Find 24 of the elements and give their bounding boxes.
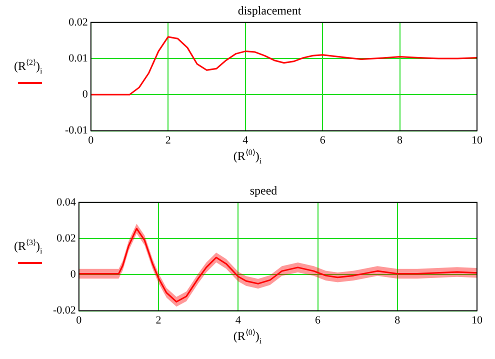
x-tick-label: 6 bbox=[320, 134, 326, 146]
y-axis-title: (R$^{⟨2⟩}$)$_{i}$ bbox=[14, 58, 42, 76]
chart-title: speed bbox=[250, 183, 278, 198]
y-tick-label: 0.01 bbox=[68, 52, 88, 64]
x-tick-label: 6 bbox=[315, 314, 322, 326]
y-tick-label: 0.02 bbox=[56, 232, 76, 244]
x-tick-label: 10 bbox=[472, 134, 483, 146]
x-tick-label: 8 bbox=[394, 314, 401, 326]
y-tick-label: 0 bbox=[82, 88, 88, 101]
y-tick-label: -0.02 bbox=[52, 304, 76, 317]
x-tick-label: 10 bbox=[472, 314, 483, 326]
x-tick-label: 2 bbox=[156, 314, 162, 326]
x-axis-title: (R$^{⟨0⟩}$)$_{i}$ bbox=[232, 148, 263, 166]
y-tick-label: 0.04 bbox=[56, 196, 76, 208]
x-tick-label: 2 bbox=[165, 134, 171, 146]
x-axis-title: (R$^{⟨0⟩}$)$_{i}$ bbox=[232, 328, 263, 346]
y-tick-label: 0.02 bbox=[68, 16, 88, 28]
y-tick-label: -0.01 bbox=[64, 124, 88, 137]
chart-title: displacement bbox=[238, 3, 302, 18]
x-tick-label: 4 bbox=[242, 134, 249, 146]
x-tick-label: 8 bbox=[397, 134, 404, 146]
y-axis-title: (R$^{⟨3⟩}$)$_{i}$ bbox=[14, 238, 42, 256]
y-tick-label: 0 bbox=[70, 268, 76, 281]
x-tick-label: 4 bbox=[235, 314, 242, 326]
